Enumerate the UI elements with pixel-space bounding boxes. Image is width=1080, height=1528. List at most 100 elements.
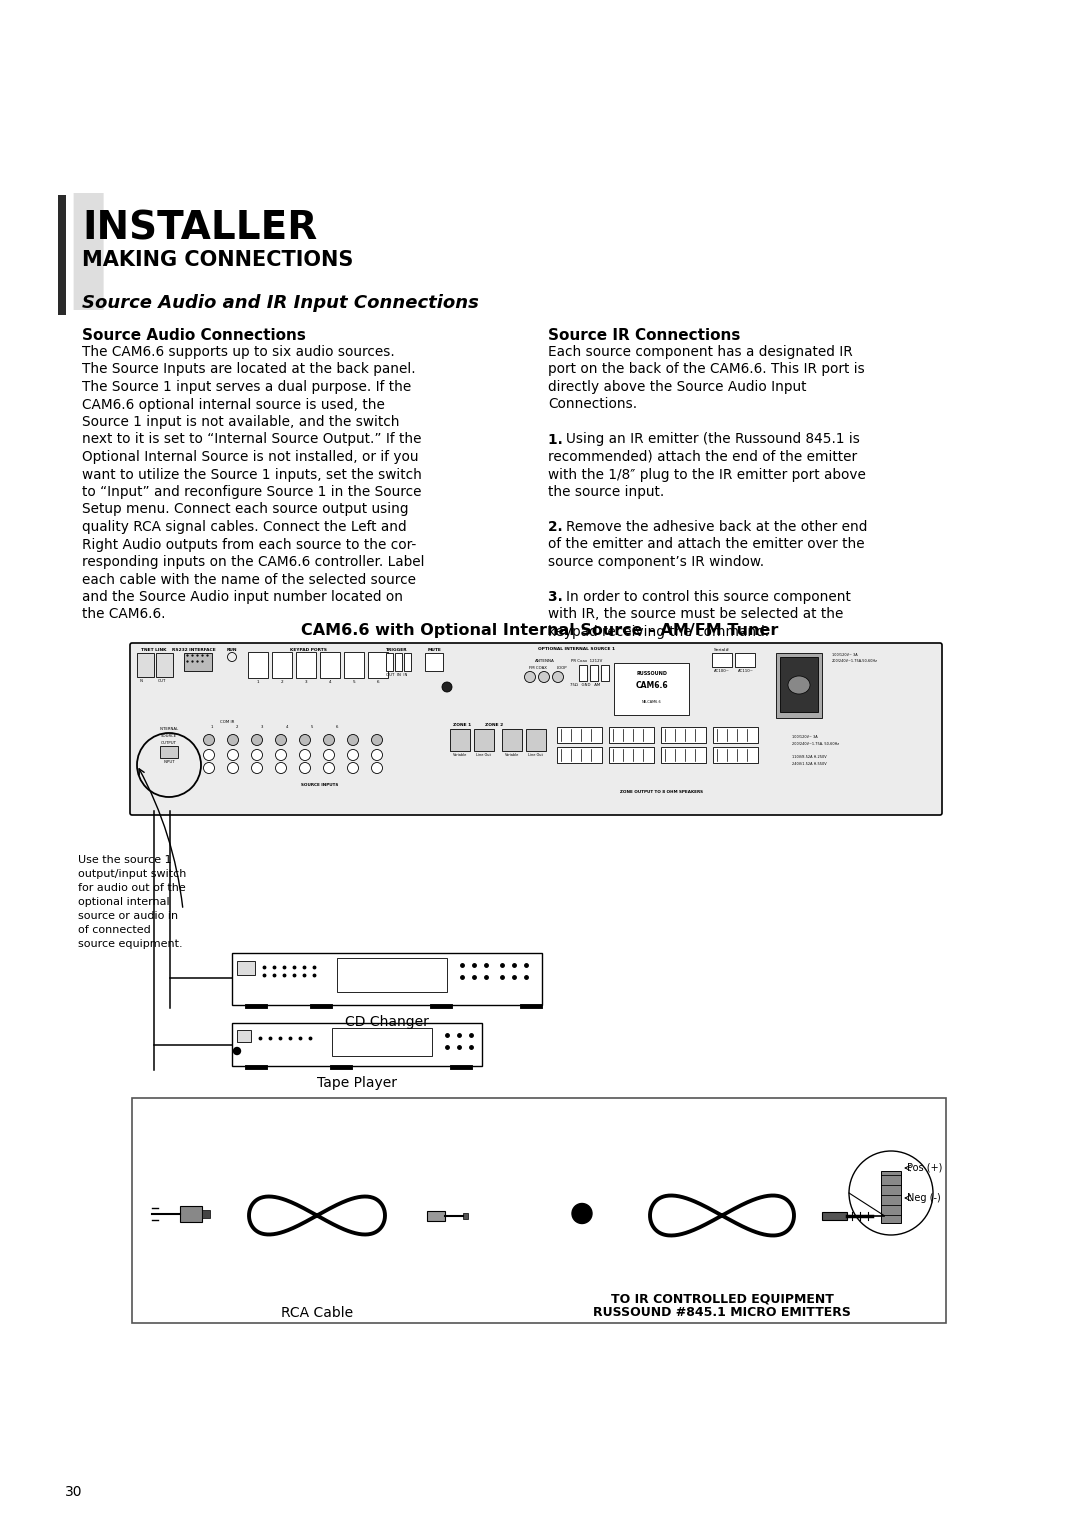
Circle shape: [252, 750, 262, 761]
Circle shape: [553, 671, 564, 683]
Text: INPUT: INPUT: [163, 759, 175, 764]
Text: Pos (+): Pos (+): [907, 1163, 943, 1174]
Text: Serial#: Serial#: [714, 648, 730, 652]
Bar: [822, 1212, 847, 1219]
Circle shape: [252, 762, 262, 773]
Text: PR Coax  1212V: PR Coax 1212V: [571, 659, 603, 663]
Bar: [248, 652, 268, 678]
Text: source or audio in: source or audio in: [78, 911, 178, 921]
Text: Setup menu. Connect each source output using: Setup menu. Connect each source output u…: [82, 503, 408, 516]
Text: 5: 5: [353, 680, 355, 685]
Bar: [132, 1099, 946, 1323]
Bar: [58, 196, 66, 315]
Text: SOURCE: SOURCE: [161, 733, 177, 738]
Text: 240V/1.52A H-550V: 240V/1.52A H-550V: [792, 762, 826, 766]
Bar: [296, 652, 316, 678]
Bar: [526, 729, 546, 750]
Circle shape: [275, 750, 286, 761]
Text: SOURCE INPUTS: SOURCE INPUTS: [301, 782, 339, 787]
Text: Source IR Connections: Source IR Connections: [548, 329, 741, 342]
Bar: [427, 1210, 445, 1221]
Text: 200/240V~1.75A,50-60Hz: 200/240V~1.75A,50-60Hz: [832, 659, 878, 663]
Text: Optional Internal Source is not installed, or if you: Optional Internal Source is not installe…: [82, 451, 419, 465]
FancyBboxPatch shape: [130, 643, 942, 814]
Text: responding inputs on the CAM6.6 controller. Label: responding inputs on the CAM6.6 controll…: [82, 555, 424, 568]
Bar: [160, 746, 178, 758]
Bar: [345, 652, 364, 678]
Text: each cable with the name of the selected source: each cable with the name of the selected…: [82, 573, 416, 587]
Text: Source 1 input is not available, and the switch: Source 1 input is not available, and the…: [82, 416, 400, 429]
Text: 2.: 2.: [548, 520, 567, 533]
Circle shape: [324, 735, 335, 746]
Text: of connected: of connected: [78, 924, 151, 935]
Bar: [395, 652, 402, 671]
Text: for audio out of the: for audio out of the: [78, 883, 186, 892]
Text: 75Ω   GND   AM: 75Ω GND AM: [570, 683, 600, 688]
Bar: [332, 1028, 432, 1056]
Bar: [404, 652, 411, 671]
Text: Line Out: Line Out: [528, 753, 543, 756]
Text: RCA Cable: RCA Cable: [281, 1306, 353, 1320]
Text: OUT  IN  IN: OUT IN IN: [387, 672, 407, 677]
Text: CAM6.6: CAM6.6: [636, 681, 669, 691]
Bar: [780, 657, 818, 712]
Bar: [386, 652, 393, 671]
Bar: [579, 665, 588, 681]
Text: 3.: 3.: [548, 590, 567, 604]
Text: The Source 1 input serves a dual purpose. If the: The Source 1 input serves a dual purpose…: [82, 380, 411, 394]
Text: 100/120V~ 3A: 100/120V~ 3A: [792, 735, 818, 740]
Text: optional internal: optional internal: [78, 897, 170, 908]
Circle shape: [372, 750, 382, 761]
Text: 3: 3: [305, 680, 308, 685]
Text: LOOP: LOOP: [556, 666, 567, 669]
Circle shape: [348, 735, 359, 746]
Text: IN: IN: [140, 678, 144, 683]
Text: INSTALLER: INSTALLER: [82, 209, 318, 248]
Bar: [272, 652, 292, 678]
Text: OUT: OUT: [158, 678, 166, 683]
Text: ZONE 2: ZONE 2: [485, 723, 503, 727]
Text: In order to control this source component: In order to control this source componen…: [566, 590, 851, 604]
Bar: [237, 1030, 251, 1042]
Text: the CAM6.6.: the CAM6.6.: [82, 608, 165, 622]
Text: to “Input” and reconfigure Source 1 in the Source: to “Input” and reconfigure Source 1 in t…: [82, 484, 421, 500]
Circle shape: [572, 1204, 592, 1224]
Bar: [474, 729, 494, 750]
Text: RUSSOUND #845.1 MICRO EMITTERS: RUSSOUND #845.1 MICRO EMITTERS: [593, 1306, 851, 1319]
Text: RUSSOUND: RUSSOUND: [636, 671, 667, 675]
Circle shape: [275, 735, 286, 746]
Text: keypad receiving the command.: keypad receiving the command.: [548, 625, 769, 639]
Bar: [137, 652, 154, 677]
Circle shape: [372, 762, 382, 773]
Text: CAM6.6 with Optional Internal Source - AM/FM Tuner: CAM6.6 with Optional Internal Source - A…: [301, 622, 779, 637]
Text: TRIGGER: TRIGGER: [387, 648, 408, 652]
Text: NB-CAM6.6: NB-CAM6.6: [643, 700, 662, 704]
Bar: [232, 953, 542, 1005]
Text: The CAM6.6 supports up to six audio sources.: The CAM6.6 supports up to six audio sour…: [82, 345, 395, 359]
Circle shape: [372, 735, 382, 746]
Text: and the Source Audio input number located on: and the Source Audio input number locate…: [82, 590, 403, 604]
Text: Connections.: Connections.: [548, 397, 637, 411]
Text: MUTE: MUTE: [428, 648, 442, 652]
Bar: [600, 665, 609, 681]
Text: CD Changer: CD Changer: [346, 1015, 429, 1028]
Circle shape: [525, 671, 536, 683]
Text: want to utilize the Source 1 inputs, set the switch: want to utilize the Source 1 inputs, set…: [82, 468, 422, 481]
Text: source component’s IR window.: source component’s IR window.: [548, 555, 765, 568]
Text: 5: 5: [311, 724, 313, 729]
Text: Tape Player: Tape Player: [318, 1076, 397, 1089]
Text: OUTPUT: OUTPUT: [161, 741, 177, 746]
Text: Remove the adhesive back at the other end: Remove the adhesive back at the other en…: [566, 520, 867, 533]
Bar: [661, 727, 706, 743]
Text: Variable: Variable: [453, 753, 468, 756]
Bar: [557, 727, 602, 743]
Text: AC110~: AC110~: [738, 669, 754, 672]
Circle shape: [442, 681, 453, 692]
Text: Line Out: Line Out: [476, 753, 491, 756]
Text: ZONE OUTPUT TO 8 OHM SPEAKERS: ZONE OUTPUT TO 8 OHM SPEAKERS: [621, 790, 703, 795]
Text: 3: 3: [260, 724, 264, 729]
Bar: [777, 652, 822, 718]
Bar: [450, 729, 470, 750]
Text: TO IR CONTROLLED EQUIPMENT: TO IR CONTROLLED EQUIPMENT: [610, 1293, 834, 1306]
Text: ZONE 1: ZONE 1: [453, 723, 471, 727]
